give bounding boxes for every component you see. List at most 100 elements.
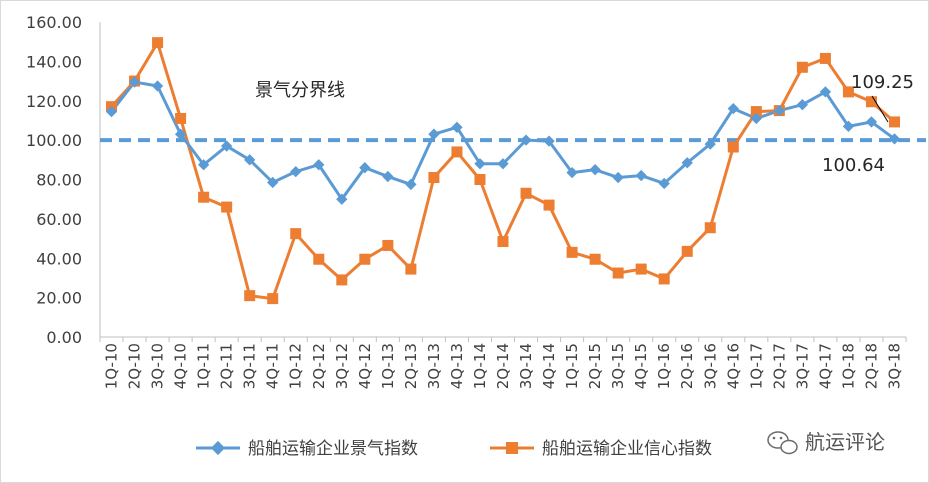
data-point-confidence [359, 253, 371, 265]
x-tick-label: 2Q-17 [770, 343, 788, 389]
legend-label-confidence: 船舶运输企业信心指数 [542, 439, 712, 459]
data-point-boom [267, 176, 279, 189]
x-tick-label: 2Q-16 [678, 343, 696, 389]
x-tick-label: 3Q-15 [609, 343, 627, 389]
x-tick-label: 1Q-11 [195, 343, 213, 389]
x-tick-label: 4Q-12 [356, 343, 374, 389]
data-point-confidence [313, 253, 325, 265]
watermark-text: 航运评论 [805, 430, 885, 454]
data-point-confidence [865, 96, 877, 108]
data-point-confidence [267, 293, 279, 305]
x-tick-label: 1Q-18 [839, 343, 857, 389]
x-tick-label: 1Q-13 [379, 343, 397, 389]
x-tick-label: 3Q-16 [701, 343, 719, 389]
data-point-boom [589, 163, 601, 176]
data-point-confidence [589, 253, 601, 265]
data-point-boom [635, 169, 647, 182]
data-point-boom [313, 159, 325, 171]
x-tick-label: 4Q-15 [632, 343, 650, 389]
data-point-confidence [221, 201, 233, 213]
data-point-confidence [405, 263, 417, 275]
y-tick-label: 20.00 [36, 289, 82, 308]
data-point-confidence [796, 61, 808, 73]
y-tick-label: 0.00 [46, 328, 82, 347]
watermark: 航运评论 [767, 430, 885, 455]
x-tick-label: 3Q-14 [517, 343, 535, 389]
y-tick-label: 100.00 [26, 131, 82, 150]
x-tick-labels: 1Q-10 2Q-10 3Q-10 4Q-10 1Q-11 2Q-11 3Q-11 4Q-11… [99, 337, 907, 389]
x-tick-label: 1Q-16 [655, 343, 673, 389]
data-point-boom [221, 140, 233, 152]
data-point-boom [336, 193, 348, 205]
data-point-boom [474, 158, 486, 170]
data-point-confidence [175, 112, 187, 124]
data-point-confidence [520, 187, 532, 199]
x-tick-label: 3Q-12 [333, 343, 351, 389]
data-point-confidence [704, 222, 716, 234]
data-point-confidence [842, 86, 854, 98]
wechat-icon [767, 431, 798, 455]
data-point-confidence [382, 239, 394, 251]
data-point-boom [428, 128, 440, 140]
x-tick-label: 4Q-10 [172, 343, 190, 389]
y-tick-label: 160.00 [26, 13, 82, 32]
data-point-confidence [888, 116, 900, 128]
data-point-confidence [543, 199, 555, 211]
data-point-confidence [290, 228, 302, 240]
x-tick-label: 4Q-11 [264, 343, 282, 389]
x-tick-label: 2Q-13 [402, 343, 420, 389]
y-tick-labels: 0.00 20.00 40.00 60.00 80.00 100.00 120.00 140.… [26, 13, 82, 347]
data-point-boom [382, 170, 394, 183]
x-tick-label: 4Q-17 [816, 343, 834, 389]
x-tick-label: 4Q-16 [724, 343, 742, 389]
data-point-boom [681, 157, 693, 169]
x-tick-label: 3Q-17 [793, 343, 811, 389]
data-point-boom [359, 162, 371, 174]
y-tick-label: 40.00 [36, 249, 82, 268]
x-tick-label: 1Q-14 [471, 343, 489, 389]
y-tick-label: 60.00 [36, 210, 82, 229]
data-point-boom [174, 128, 187, 140]
data-point-confidence [658, 273, 670, 285]
data-point-confidence [635, 263, 647, 275]
y-tick-label: 140.00 [26, 52, 82, 71]
x-tick-label: 4Q-14 [540, 343, 558, 389]
data-point-boom [543, 135, 555, 147]
data-point-boom [888, 133, 901, 145]
data-point-confidence [819, 52, 831, 64]
x-tick-label: 1Q-10 [103, 343, 121, 389]
data-point-confidence [451, 146, 463, 158]
x-tick-label: 3Q-11 [241, 343, 259, 389]
data-point-confidence [727, 141, 739, 153]
data-point-confidence [750, 106, 762, 118]
x-tick-label: 3Q-10 [149, 343, 167, 389]
x-tick-label: 2Q-10 [126, 343, 144, 389]
x-tick-label: 1Q-12 [287, 343, 305, 389]
data-point-confidence [244, 290, 256, 302]
y-tick-label: 120.00 [26, 92, 82, 111]
x-tick-label: 2Q-14 [494, 343, 512, 389]
data-point-confidence [566, 246, 578, 258]
x-tick-label: 2Q-11 [218, 343, 236, 389]
data-point-boom [566, 166, 578, 179]
x-tick-label: 1Q-15 [563, 343, 581, 389]
x-tick-label: 2Q-18 [862, 343, 880, 389]
data-point-confidence [336, 274, 348, 286]
legend-marker-diamond [210, 440, 226, 456]
x-tick-label: 4Q-13 [448, 343, 466, 389]
data-point-boom [520, 134, 532, 146]
data-point-boom [290, 165, 302, 178]
data-point-confidence [681, 245, 693, 257]
data-point-confidence [474, 174, 486, 185]
y-tick-label: 80.00 [36, 171, 82, 190]
data-point-boom [405, 178, 417, 191]
x-tick-label: 3Q-18 [885, 343, 903, 389]
data-point-boom [197, 159, 210, 171]
data-point-boom [658, 177, 670, 190]
boom-line-label: 景气分界线 [255, 80, 345, 101]
data-point-confidence [497, 236, 509, 248]
data-point-confidence [428, 172, 440, 184]
data-point-boom [612, 171, 624, 184]
